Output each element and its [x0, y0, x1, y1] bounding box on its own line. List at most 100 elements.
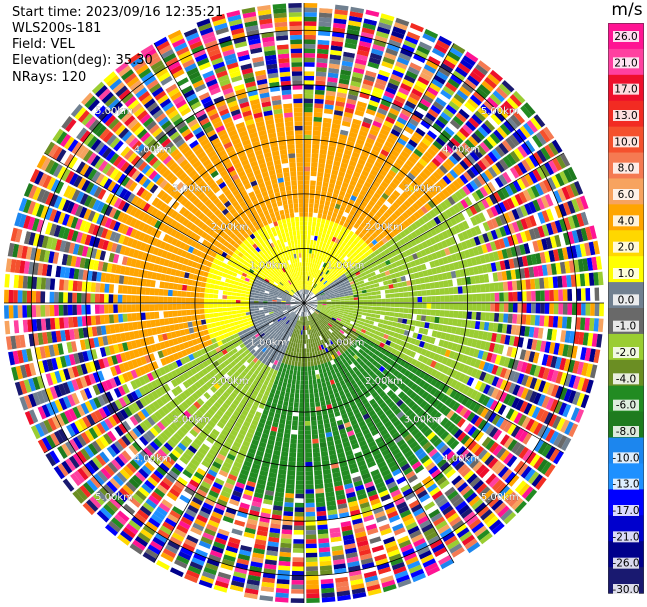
velocity-bin — [318, 433, 326, 439]
velocity-bin — [521, 314, 527, 325]
velocity-bin — [480, 509, 493, 521]
velocity-bin — [304, 125, 312, 131]
velocity-bin — [377, 246, 384, 253]
velocity-bin — [325, 276, 330, 281]
velocity-bin — [372, 145, 382, 153]
velocity-bin — [430, 104, 442, 115]
velocity-bin — [313, 283, 317, 288]
velocity-bin — [462, 55, 476, 67]
velocity-bin — [338, 278, 344, 283]
velocity-bin — [413, 178, 422, 187]
velocity-bin — [531, 290, 536, 302]
velocity-bin — [333, 222, 339, 228]
velocity-bin — [515, 268, 521, 279]
velocity-bin — [469, 205, 478, 215]
velocity-bin — [435, 168, 445, 178]
velocity-bin — [351, 151, 360, 159]
velocity-bin — [449, 226, 458, 236]
velocity-bin — [422, 167, 432, 177]
velocity-bin — [375, 369, 382, 377]
velocity-bin — [426, 177, 435, 187]
velocity-bin — [439, 404, 448, 414]
velocity-bin — [392, 201, 400, 210]
velocity-bin — [295, 389, 300, 394]
velocity-bin — [432, 122, 443, 133]
velocity-bin — [333, 322, 339, 327]
velocity-bin — [326, 259, 331, 265]
velocity-bin — [339, 166, 347, 173]
velocity-bin — [407, 380, 415, 388]
velocity-bin — [331, 343, 337, 349]
velocity-bin — [310, 407, 316, 412]
velocity-bin — [368, 363, 375, 370]
velocity-bin — [525, 363, 533, 375]
velocity-bin — [304, 339, 307, 344]
velocity-bin — [348, 332, 354, 338]
velocity-bin — [468, 495, 481, 507]
velocity-bin — [486, 332, 493, 342]
velocity-bin — [370, 317, 376, 322]
velocity-bin — [533, 266, 539, 277]
velocity-bin — [314, 397, 320, 403]
velocity-bin — [304, 193, 309, 199]
velocity-bin — [502, 171, 512, 184]
velocity-bin — [398, 52, 412, 62]
velocity-bin — [396, 322, 402, 329]
velocity-bin — [309, 352, 313, 358]
velocity-bin — [408, 343, 415, 351]
velocity-bin — [322, 304, 327, 307]
velocity-bin — [375, 112, 386, 120]
velocity-bin — [314, 103, 324, 109]
velocity-bin — [453, 261, 460, 270]
velocity-bin — [293, 402, 299, 408]
velocity-bin — [314, 98, 324, 104]
velocity-bin — [545, 428, 556, 442]
velocity-bin — [410, 358, 418, 366]
velocity-bin — [461, 355, 469, 364]
velocity-bin — [335, 101, 345, 107]
velocity-bin — [366, 313, 372, 317]
velocity-bin — [464, 423, 474, 434]
velocity-bin — [425, 112, 437, 122]
velocity-bin — [485, 312, 491, 321]
velocity-bin — [496, 431, 506, 444]
velocity-bin — [553, 342, 560, 355]
velocity-bin — [436, 39, 450, 50]
velocity-bin — [310, 416, 317, 421]
velocity-bin — [389, 374, 396, 382]
velocity-bin — [567, 200, 576, 214]
velocity-bin — [484, 283, 490, 293]
velocity-bin — [305, 280, 308, 285]
velocity-bin — [362, 309, 368, 313]
velocity-bin — [341, 158, 350, 165]
velocity-bin — [555, 329, 562, 342]
velocity-bin — [316, 296, 322, 299]
velocity-bin — [392, 283, 399, 289]
velocity-bin — [307, 305, 312, 309]
velocity-bin — [487, 166, 498, 178]
velocity-bin — [495, 482, 507, 495]
velocity-bin — [328, 145, 336, 152]
velocity-bin — [465, 120, 477, 132]
velocity-bin — [284, 497, 294, 503]
velocity-bin — [426, 406, 435, 415]
velocity-bin — [519, 268, 526, 279]
velocity-bin — [309, 310, 312, 315]
velocity-bin — [405, 159, 415, 168]
velocity-bin — [411, 314, 417, 320]
velocity-bin — [330, 216, 336, 223]
velocity-bin — [346, 169, 354, 176]
velocity-bin — [326, 336, 331, 341]
velocity-bin — [318, 255, 322, 261]
velocity-bin — [489, 193, 498, 205]
velocity-bin — [577, 377, 585, 391]
velocity-bin — [365, 177, 374, 185]
velocity-bin — [521, 159, 532, 172]
velocity-bin — [536, 197, 546, 210]
velocity-bin — [491, 364, 499, 375]
velocity-bin — [581, 362, 589, 377]
velocity-bin — [443, 198, 452, 208]
velocity-bin — [416, 397, 425, 406]
velocity-bin — [313, 212, 318, 218]
velocity-bin — [370, 287, 376, 292]
